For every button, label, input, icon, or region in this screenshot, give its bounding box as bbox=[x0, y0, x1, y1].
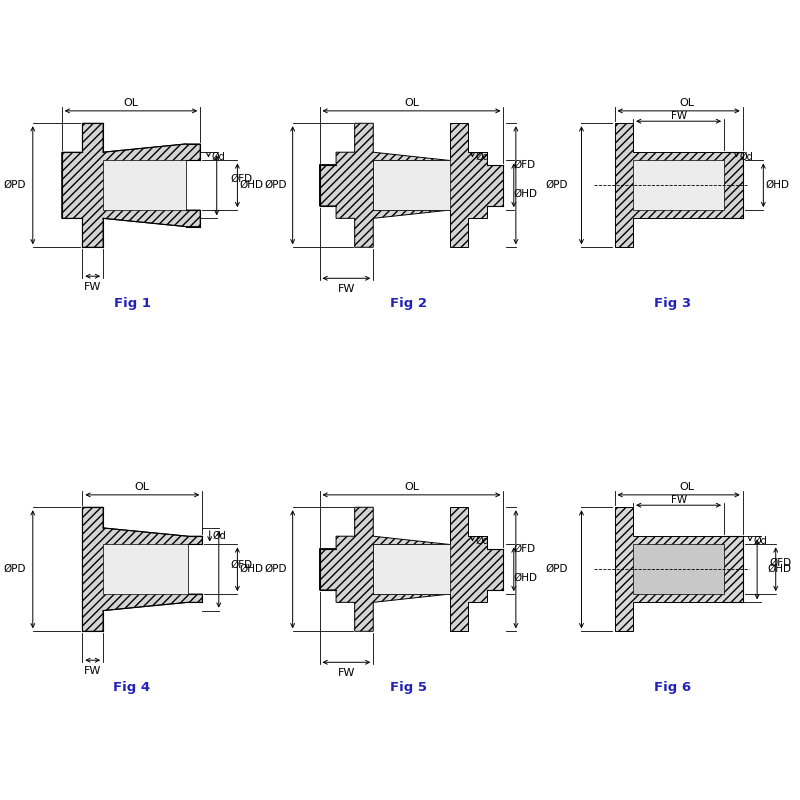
Text: ØFD: ØFD bbox=[514, 160, 536, 170]
Text: OL: OL bbox=[135, 482, 150, 491]
Polygon shape bbox=[633, 545, 724, 594]
Text: ØFD: ØFD bbox=[230, 174, 253, 184]
Polygon shape bbox=[374, 161, 450, 210]
Text: ØPD: ØPD bbox=[3, 564, 26, 574]
Text: Fig 1: Fig 1 bbox=[114, 297, 150, 310]
Polygon shape bbox=[319, 507, 450, 631]
Text: ØHD: ØHD bbox=[240, 180, 264, 190]
Polygon shape bbox=[82, 507, 202, 631]
Polygon shape bbox=[374, 123, 503, 247]
Text: ØFD: ØFD bbox=[230, 560, 253, 570]
Polygon shape bbox=[103, 161, 186, 210]
Text: ØPD: ØPD bbox=[546, 564, 568, 574]
Text: FW: FW bbox=[338, 284, 355, 294]
Text: ØHD: ØHD bbox=[766, 180, 790, 190]
Polygon shape bbox=[374, 507, 503, 631]
Text: FW: FW bbox=[338, 667, 355, 678]
Text: OL: OL bbox=[679, 482, 694, 491]
Text: Fig 4: Fig 4 bbox=[114, 681, 150, 694]
Text: Ød: Ød bbox=[754, 535, 767, 546]
Text: ØPD: ØPD bbox=[3, 180, 26, 190]
Text: Ød: Ød bbox=[476, 535, 490, 546]
Text: OL: OL bbox=[679, 98, 694, 108]
Text: Fig 2: Fig 2 bbox=[390, 297, 427, 310]
Text: Fig 6: Fig 6 bbox=[654, 681, 691, 694]
Text: ØPD: ØPD bbox=[265, 564, 287, 574]
Text: Fig 5: Fig 5 bbox=[390, 681, 427, 694]
Polygon shape bbox=[633, 161, 724, 210]
Text: Fig 3: Fig 3 bbox=[654, 297, 691, 310]
Text: ØHD: ØHD bbox=[768, 564, 792, 574]
Polygon shape bbox=[103, 545, 188, 594]
Text: Ød: Ød bbox=[213, 531, 226, 542]
Text: ØHD: ØHD bbox=[514, 573, 538, 582]
Polygon shape bbox=[62, 123, 200, 247]
Text: OL: OL bbox=[123, 98, 138, 108]
Text: OL: OL bbox=[404, 98, 419, 108]
Text: ØPD: ØPD bbox=[265, 180, 287, 190]
Text: FW: FW bbox=[670, 111, 686, 122]
Polygon shape bbox=[614, 123, 742, 247]
Text: FW: FW bbox=[84, 282, 102, 291]
Polygon shape bbox=[319, 123, 450, 247]
Text: ØHD: ØHD bbox=[514, 189, 538, 198]
Text: Ød: Ød bbox=[476, 151, 490, 162]
Text: Ød: Ød bbox=[740, 151, 754, 162]
Text: OL: OL bbox=[404, 482, 419, 491]
Text: Ød: Ød bbox=[212, 151, 226, 162]
Text: ØHD: ØHD bbox=[240, 564, 264, 574]
Text: ØFD: ØFD bbox=[514, 544, 536, 554]
Text: ØPD: ØPD bbox=[546, 180, 568, 190]
Polygon shape bbox=[614, 507, 742, 631]
Polygon shape bbox=[374, 545, 450, 594]
Text: ØFD: ØFD bbox=[770, 558, 792, 568]
Text: FW: FW bbox=[670, 495, 686, 506]
Text: FW: FW bbox=[84, 666, 102, 675]
